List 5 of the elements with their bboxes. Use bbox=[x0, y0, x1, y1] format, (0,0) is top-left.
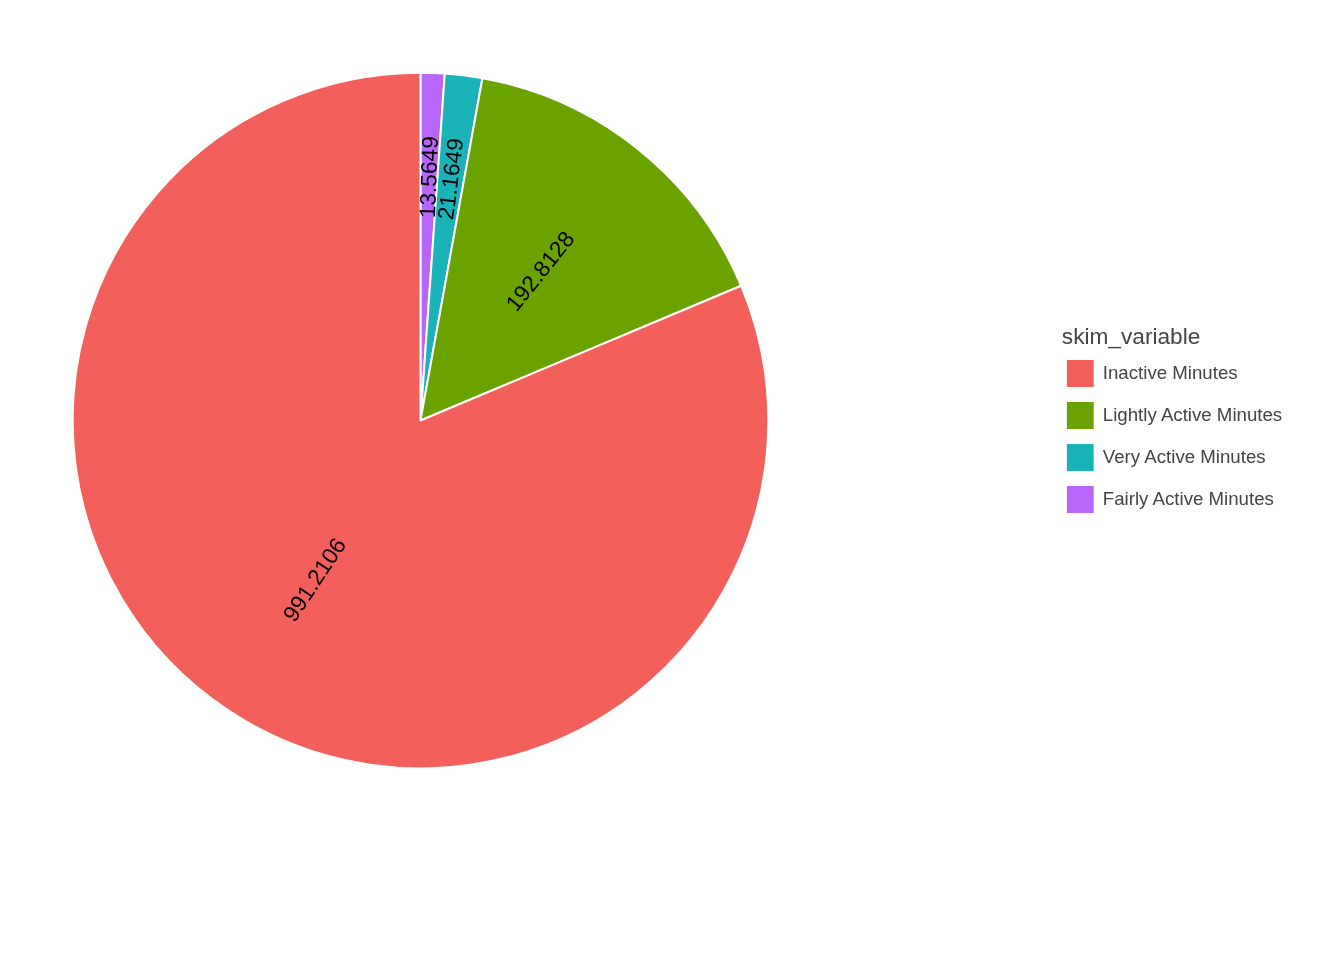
legend-label: Inactive Minutes bbox=[1102, 362, 1238, 384]
legend-label: Very Active Minutes bbox=[1102, 446, 1266, 468]
legend-title: skim_variable bbox=[1061, 323, 1202, 350]
legend-label: Fairly Active Minutes bbox=[1102, 488, 1274, 510]
legend-label: Lightly Active Minutes bbox=[1102, 404, 1283, 426]
